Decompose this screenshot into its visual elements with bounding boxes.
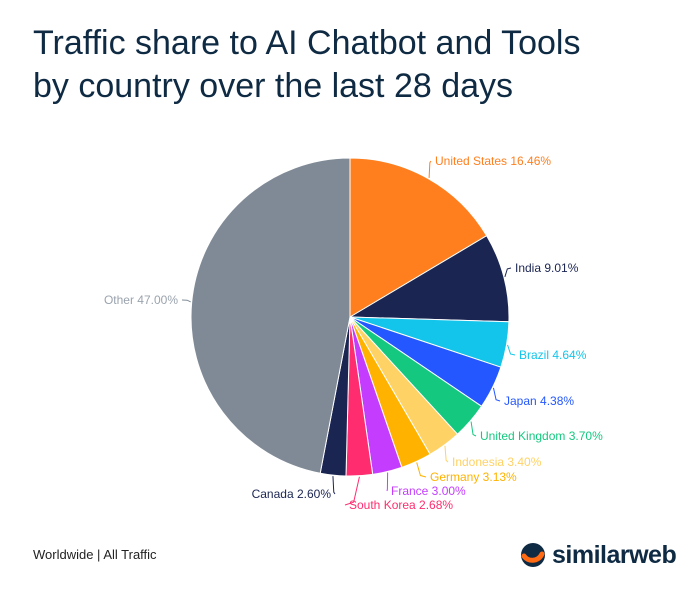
chart-title: Traffic share to AI Chatbot and Tools by… bbox=[33, 22, 673, 108]
pie-slice-other bbox=[190, 157, 351, 474]
pie-slice-india bbox=[348, 235, 510, 323]
slice-label-indonesia: Indonesia 3.40% bbox=[452, 455, 542, 469]
pie-slice-united-states bbox=[349, 157, 488, 318]
leader-line-japan bbox=[492, 387, 501, 402]
footer-scope-label: Worldwide | All Traffic bbox=[33, 547, 157, 562]
leader-line-france bbox=[386, 472, 389, 492]
leader-line-united-states bbox=[428, 160, 432, 178]
slice-label-south-korea: South Korea 2.68% bbox=[349, 498, 453, 512]
leader-line-india bbox=[504, 267, 512, 278]
leader-line-germany bbox=[416, 462, 427, 478]
brand-name: similarweb bbox=[552, 540, 677, 569]
slice-label-united-states: United States 16.46% bbox=[435, 154, 551, 168]
slice-label-japan: Japan 4.38% bbox=[504, 394, 574, 408]
slice-label-other: Other 47.00% bbox=[104, 293, 178, 307]
leader-line-indonesia bbox=[444, 445, 449, 463]
leader-line-other bbox=[181, 299, 191, 303]
chart-title-line-2: by country over the last 28 days bbox=[33, 67, 514, 105]
slice-label-canada: Canada 2.60% bbox=[252, 487, 332, 501]
leader-line-brazil bbox=[507, 344, 516, 356]
chart-title-line-1: Traffic share to AI Chatbot and Tools bbox=[33, 24, 581, 62]
slice-label-india: India 9.01% bbox=[515, 261, 579, 275]
leader-line-south-korea bbox=[344, 476, 360, 506]
slice-label-united-kingdom: United Kingdom 3.70% bbox=[480, 429, 603, 443]
brand-logo: similarweb bbox=[520, 540, 677, 570]
slice-label-brazil: Brazil 4.64% bbox=[519, 348, 587, 362]
similarweb-logo-icon bbox=[521, 543, 545, 567]
leader-line-united-kingdom bbox=[470, 421, 477, 437]
slice-label-france: France 3.00% bbox=[391, 484, 466, 498]
leader-line-canada bbox=[332, 476, 336, 495]
slice-label-germany: Germany 3.13% bbox=[430, 470, 517, 484]
